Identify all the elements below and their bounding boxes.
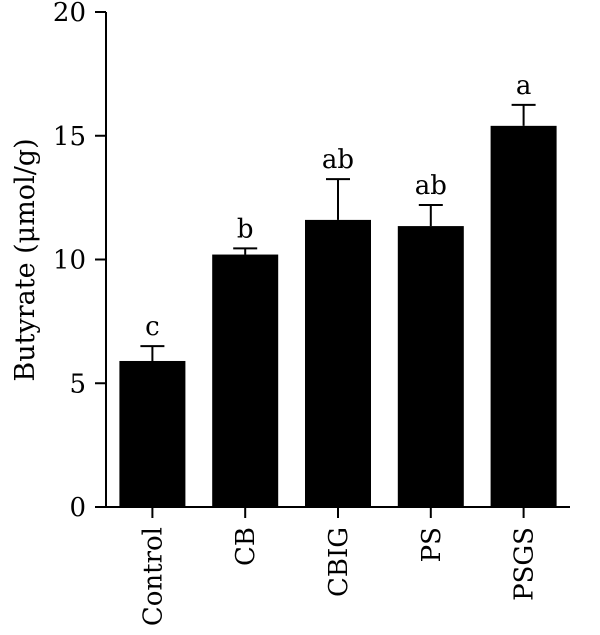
x-tick-label: PS — [417, 527, 447, 562]
y-axis: 0 5 10 15 20 — [53, 0, 107, 523]
x-tick-label: PSGS — [510, 527, 540, 601]
error-bars — [140, 103, 536, 361]
x-tick-label: CB — [231, 527, 261, 566]
bar-cb — [212, 254, 279, 507]
bar-psgs — [490, 125, 557, 507]
y-tick-label: 10 — [53, 246, 86, 276]
x-axis: Control CB CBIG PS PSGS — [106, 506, 570, 626]
bar-cbig — [305, 219, 371, 507]
x-tick-label: Control — [138, 527, 168, 626]
significance-label: ab — [415, 171, 447, 201]
bars — [119, 125, 557, 507]
bar-ps — [397, 226, 464, 507]
y-axis-label: Butyrate (μmol/g) — [10, 138, 41, 381]
y-tick-label: 15 — [53, 122, 86, 152]
y-tick-label: 5 — [69, 369, 86, 399]
significance-label: ab — [322, 145, 354, 175]
significance-label: b — [237, 214, 254, 244]
significance-label: c — [145, 312, 160, 342]
significance-label: a — [516, 71, 532, 101]
bar-control — [119, 360, 186, 507]
y-tick-label: 0 — [69, 493, 86, 523]
y-tick-label: 20 — [53, 0, 86, 28]
x-tick-label: CBIG — [324, 527, 354, 597]
significance-labels: c b ab ab a — [145, 71, 531, 342]
